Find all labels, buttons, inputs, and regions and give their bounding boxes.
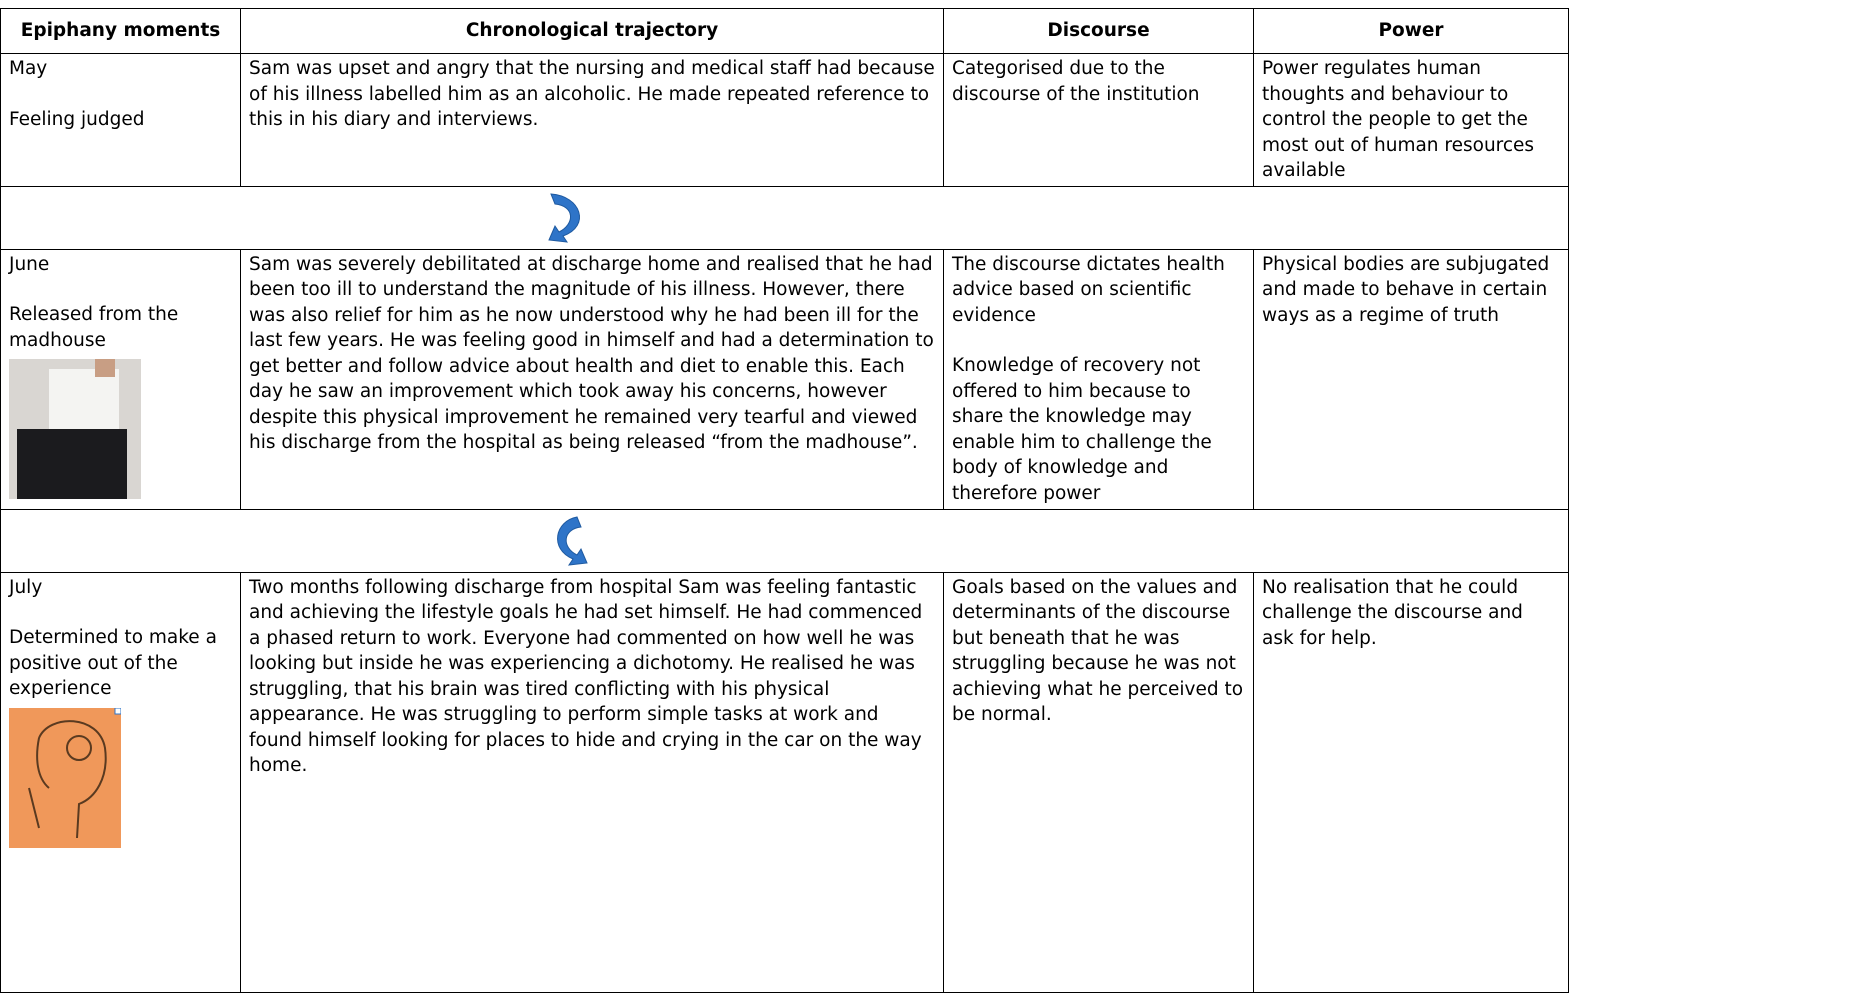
moment: Released from the madhouse xyxy=(9,304,179,351)
photo xyxy=(9,359,141,499)
table: Epiphany moments Chronological trajector… xyxy=(0,8,1569,993)
arrow-icon xyxy=(548,192,581,243)
moment: Determined to make a positive out of the… xyxy=(9,627,217,699)
arrow-cell xyxy=(0,185,1569,250)
document: Epiphany moments Chronological trajector… xyxy=(0,8,1569,993)
header-row: Epiphany moments Chronological trajector… xyxy=(0,8,1569,54)
arrow-row xyxy=(0,508,1569,573)
header-cell: Chronological trajectory xyxy=(240,8,944,54)
month: July xyxy=(9,576,43,598)
trajectory-cell: Sam was upset and angry that the nursing… xyxy=(240,53,944,187)
illustration xyxy=(9,707,122,848)
moment: Feeling judged xyxy=(9,108,145,130)
trajectory-cell: Sam was severely debilitated at discharg… xyxy=(240,248,944,510)
discourse-text: Categorised due to the discourse of the … xyxy=(952,58,1200,105)
table-row: June Released from the madhouse Sam was se… xyxy=(0,248,1569,510)
discourse-cell: The discourse dictates health advice bas… xyxy=(943,248,1254,510)
power-text: Physical bodies are subjugated and made … xyxy=(1262,253,1550,326)
power-cell: No realisation that he could challenge t… xyxy=(1253,571,1569,993)
moment-cell: June Released from the madhouse xyxy=(0,248,241,510)
header-cell: Discourse xyxy=(943,8,1254,54)
discourse-cell: Goals based on the values and determinan… xyxy=(943,571,1254,993)
trajectory-text: Sam was upset and angry that the nursing… xyxy=(249,58,935,130)
discourse-text: Goals based on the values and determinan… xyxy=(952,576,1244,726)
header-cell: Power xyxy=(1253,8,1569,54)
month: May xyxy=(9,58,48,79)
trajectory-cell: Two months following discharge from hosp… xyxy=(240,571,944,993)
discourse-cell: Categorised due to the discourse of the … xyxy=(943,53,1254,187)
table-body: May Feeling judged Sam was upset and angry… xyxy=(0,53,1569,993)
trajectory-text: Two months following discharge from hosp… xyxy=(249,576,923,777)
power-cell: Power regulates human thoughts and behav… xyxy=(1253,53,1569,187)
header-cell: Epiphany moments xyxy=(0,8,241,54)
table-row: July Determined to make a positive out of… xyxy=(0,571,1569,993)
arrow-cell xyxy=(0,508,1569,573)
month: June xyxy=(9,253,50,275)
moment-cell: July Determined to make a positive out of… xyxy=(0,571,241,993)
discourse-text: The discourse dictates health advice bas… xyxy=(952,253,1225,326)
trajectory-text: Sam was severely debilitated at discharg… xyxy=(249,253,934,454)
power-text: Power regulates human thoughts and behav… xyxy=(1262,58,1535,181)
arrow-row xyxy=(0,185,1569,250)
power-cell: Physical bodies are subjugated and made … xyxy=(1253,248,1569,510)
power-text: No realisation that he could challenge t… xyxy=(1262,576,1523,649)
arrow-icon xyxy=(557,515,588,566)
moment-cell: May Feeling judged xyxy=(0,53,241,187)
table-row: May Feeling judged Sam was upset and angry… xyxy=(0,53,1569,187)
discourse-text: Knowledge of recovery not offered to him… xyxy=(952,355,1212,504)
